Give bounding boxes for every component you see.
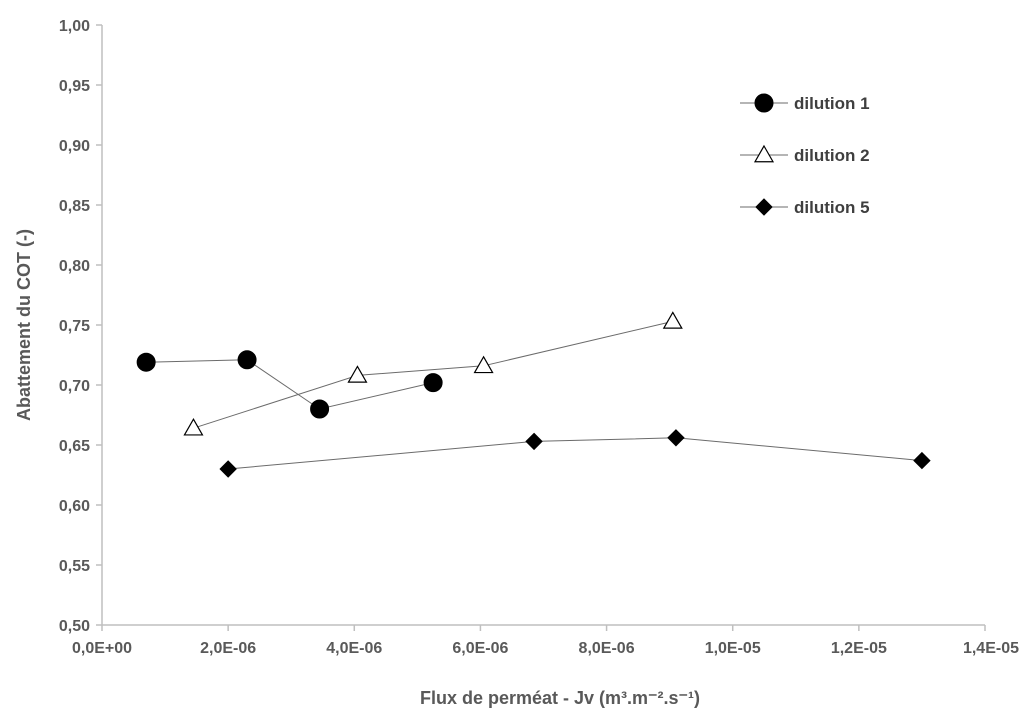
x-tick-label: 6,0E-06 [452, 640, 508, 657]
legend-label: dilution 2 [794, 146, 870, 165]
series-line [146, 359, 434, 410]
y-tick-label: 0,90 [59, 138, 90, 155]
legend-marker [753, 144, 775, 163]
chart-series [136, 311, 931, 478]
chart-legend: dilution 1 dilution 2 dilution 5 [740, 93, 870, 217]
data-point [473, 355, 494, 374]
data-point [913, 451, 931, 470]
legend-entry: dilution 1 [740, 93, 870, 113]
y-tick-label: 0,75 [59, 318, 90, 335]
data-point [219, 460, 237, 478]
data-point [662, 311, 683, 329]
data-point [347, 365, 368, 383]
data-point [667, 429, 685, 447]
series-dilution-1 [136, 350, 443, 419]
x-tick-label: 8,0E-06 [579, 640, 635, 657]
x-tick-label: 0,0E+00 [72, 640, 132, 657]
x-tick-label: 1,2E-05 [831, 640, 887, 657]
legend-label: dilution 5 [794, 198, 870, 217]
data-point [423, 373, 443, 393]
x-tick-label: 1,4E-05 [963, 640, 1019, 657]
y-tick-label: 0,50 [59, 618, 90, 635]
y-tick-label: 0,95 [59, 78, 90, 95]
x-tick-label: 1,0E-05 [705, 640, 761, 657]
data-point [183, 417, 204, 436]
y-tick-label: 0,60 [59, 498, 90, 515]
x-axis-title: Flux de perméat - Jv (m³.m⁻².s⁻¹) [420, 688, 700, 708]
data-point [525, 432, 543, 451]
y-tick-label: 0,70 [59, 378, 90, 395]
legend-entry: dilution 2 [740, 144, 870, 165]
data-point [136, 352, 156, 372]
x-tick-label: 4,0E-06 [326, 640, 382, 657]
legend-label: dilution 1 [794, 94, 870, 113]
x-tick-label: 2,0E-06 [200, 640, 256, 657]
y-tick-label: 0,65 [59, 438, 90, 455]
chart-axes: 0,50 0,55 0,60 0,65 0,70 0,75 0,80 0,85 0,90 0,95… [59, 18, 1019, 657]
series-dilution-5 [219, 429, 931, 478]
legend-entry: dilution 5 [740, 198, 870, 217]
y-tick-label: 0,85 [59, 198, 90, 215]
data-point [310, 399, 330, 419]
y-axis-title: Abattement du COT (-) [14, 229, 34, 421]
data-point [237, 350, 257, 370]
series-line [193, 320, 673, 429]
legend-marker [755, 198, 773, 216]
legend-marker [754, 93, 774, 113]
y-tick-label: 0,80 [59, 258, 90, 275]
series-dilution-2 [183, 311, 683, 436]
series-line [228, 437, 922, 470]
y-tick-label: 0,55 [59, 558, 90, 575]
y-tick-label: 1,00 [59, 18, 90, 35]
